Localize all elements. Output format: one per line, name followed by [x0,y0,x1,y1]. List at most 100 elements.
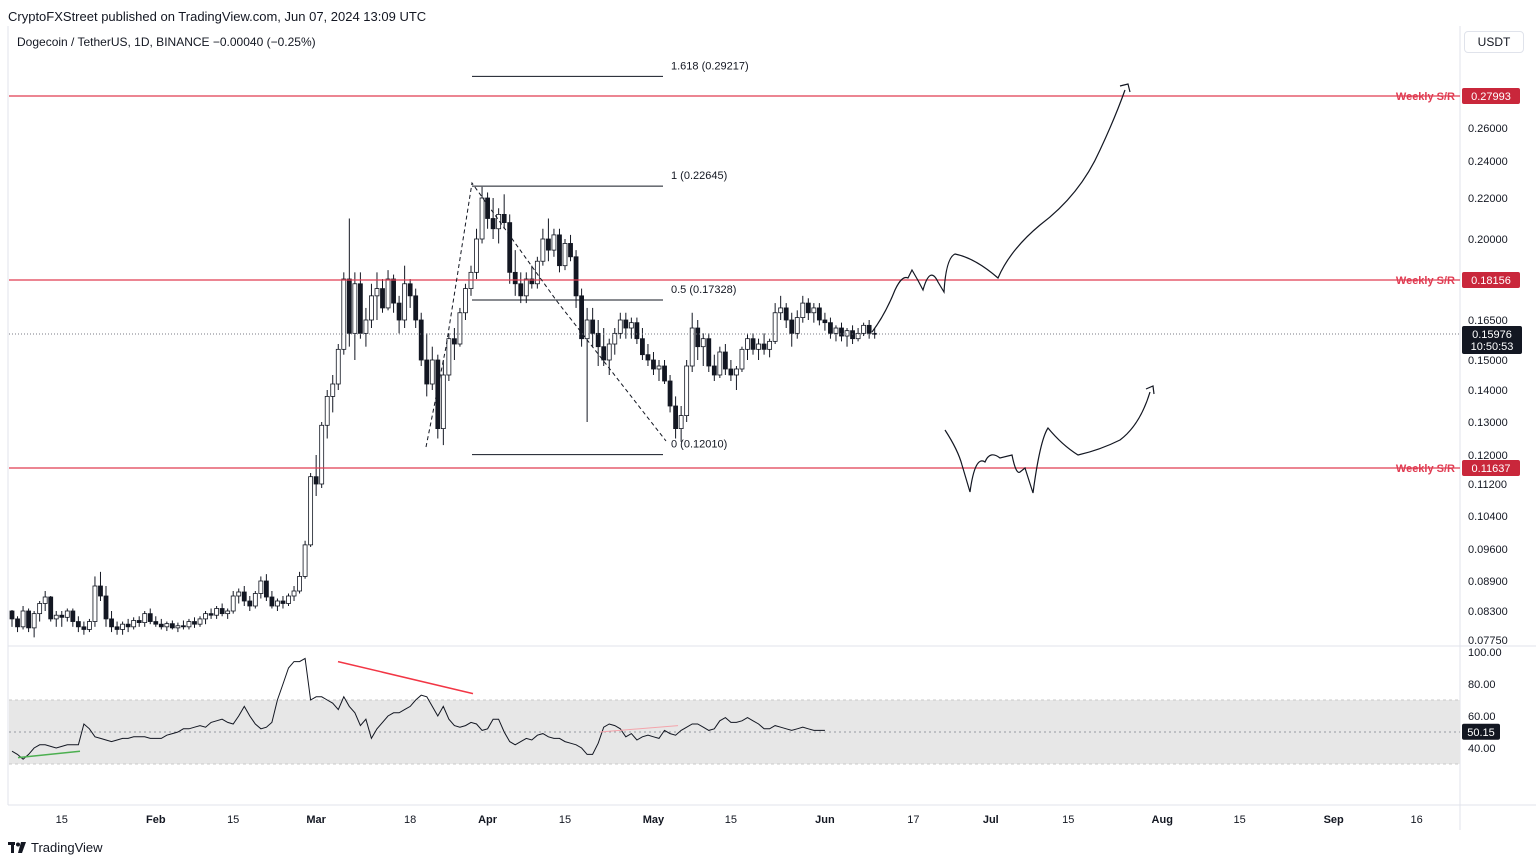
candle-body [192,621,197,625]
candle-body [385,278,391,309]
candle-body [169,623,175,629]
publisher-line: CryptoFXStreet published on TradingView.… [8,9,427,24]
candle-body [695,327,701,348]
price-axis[interactable]: 0.26000 0.24000 0.22000 0.20000 0.16500 0.150… [1468,123,1508,647]
candle-body [440,374,446,429]
fib-label: 1.618 (0.29217) [671,60,749,72]
candle-body [164,623,170,628]
candle-body [767,340,773,350]
candle-body [855,332,861,340]
zigzag-drawing [425,181,667,448]
candle-body [81,626,87,630]
time-tick-label: 15 [559,814,571,826]
candle-body [623,319,629,329]
candle-body [512,271,518,285]
price-tick-label: 0.08900 [1468,576,1508,588]
sr-value-label: 0.11637 [1472,463,1511,475]
candle-body [833,327,839,334]
time-tick-label: Feb [146,814,166,826]
candle-body [429,359,435,385]
fib-label: 1 (0.22645) [671,170,727,182]
time-tick-label: Mar [306,814,326,826]
candle-body [136,620,142,623]
sr-value-label: 0.18156 [1471,275,1511,287]
candle-body [645,354,651,361]
candle-body [711,365,717,376]
candle-body [402,283,408,321]
candle-body [230,595,236,612]
candle-body [584,319,590,340]
candle-body [20,610,26,628]
candle-body [606,343,612,361]
bullish-divergence-line [17,750,81,759]
candle-body [208,613,214,616]
time-axis[interactable]: 15 Feb 15 Mar 18 Apr 15 May 15 Jun 17 Jul 15 Aug 15 Sep… [56,814,1423,826]
rsi-line [11,657,825,760]
candle-body [601,346,607,361]
time-tick-label: Apr [478,814,498,826]
price-tick-label: 0.10400 [1468,511,1508,523]
candle-body [706,338,712,367]
price-tick-label: 0.13000 [1468,417,1508,429]
candle-body [225,610,231,615]
time-tick-label: Aug [1152,814,1173,826]
candle-body [302,544,308,577]
rsi-value-label: 50.15 [1467,727,1495,739]
tradingview-brand[interactable]: TradingView [8,840,103,855]
candle-body [413,295,419,321]
candle-body [612,332,618,345]
candle-body [523,278,529,297]
price-tick-label: 0.14000 [1468,385,1508,397]
time-tick-label: Sep [1324,814,1344,826]
candle-body [844,330,850,337]
candle-body [828,322,833,334]
time-tick-label: Jun [815,814,835,826]
candle-body [640,338,645,356]
candle-body [728,368,734,376]
candle-body [59,614,65,618]
candle-body [181,625,186,628]
candle-body [186,621,192,628]
candle-body [131,620,137,628]
candle-body [114,626,120,630]
candle-body [850,330,855,340]
candle-body [363,319,369,334]
time-tick-label: 15 [227,814,239,826]
recovery-arrow-head [1145,385,1155,395]
symbol-legend: Dogecoin / TetherUS, 1D, BINANCE −0.0004… [17,35,316,49]
candle-body [53,614,59,620]
candle-body [158,623,164,628]
candle-body [734,368,739,376]
currency-button[interactable]: USDT [1464,31,1524,53]
rsi-value-badge [1462,723,1500,740]
candle-body [689,327,695,367]
candle-body [435,359,441,429]
candle-body [518,283,524,297]
candle-body [369,295,374,321]
candle-body [673,405,678,430]
candle-body [794,317,800,334]
candle-body [391,278,396,304]
projection-drawings [425,83,1155,494]
last-price-label: 0.15976 [1472,329,1512,341]
bullish-projection-path [871,89,1126,333]
candle-body [761,343,767,350]
support-resistance-lines: Weekly S/R 0.27993 Weekly S/R 0.18156 Weekly… [9,88,1520,476]
candle-body [529,278,535,285]
candle-body [380,288,385,309]
candle-body [739,348,745,370]
candle-body [457,312,463,345]
price-tick-label: 0.12000 [1468,450,1508,462]
time-tick-label: 15 [725,814,737,826]
candle-body [651,359,656,370]
candle-body [120,623,125,630]
candle-body [717,351,723,376]
recovery-projection-path [944,391,1151,494]
candle-body [142,613,148,623]
candle-body [153,621,159,625]
time-tick-label: Jul [983,814,999,826]
candle-body [42,596,48,604]
candle-body [324,395,330,426]
candle-body [319,424,325,485]
